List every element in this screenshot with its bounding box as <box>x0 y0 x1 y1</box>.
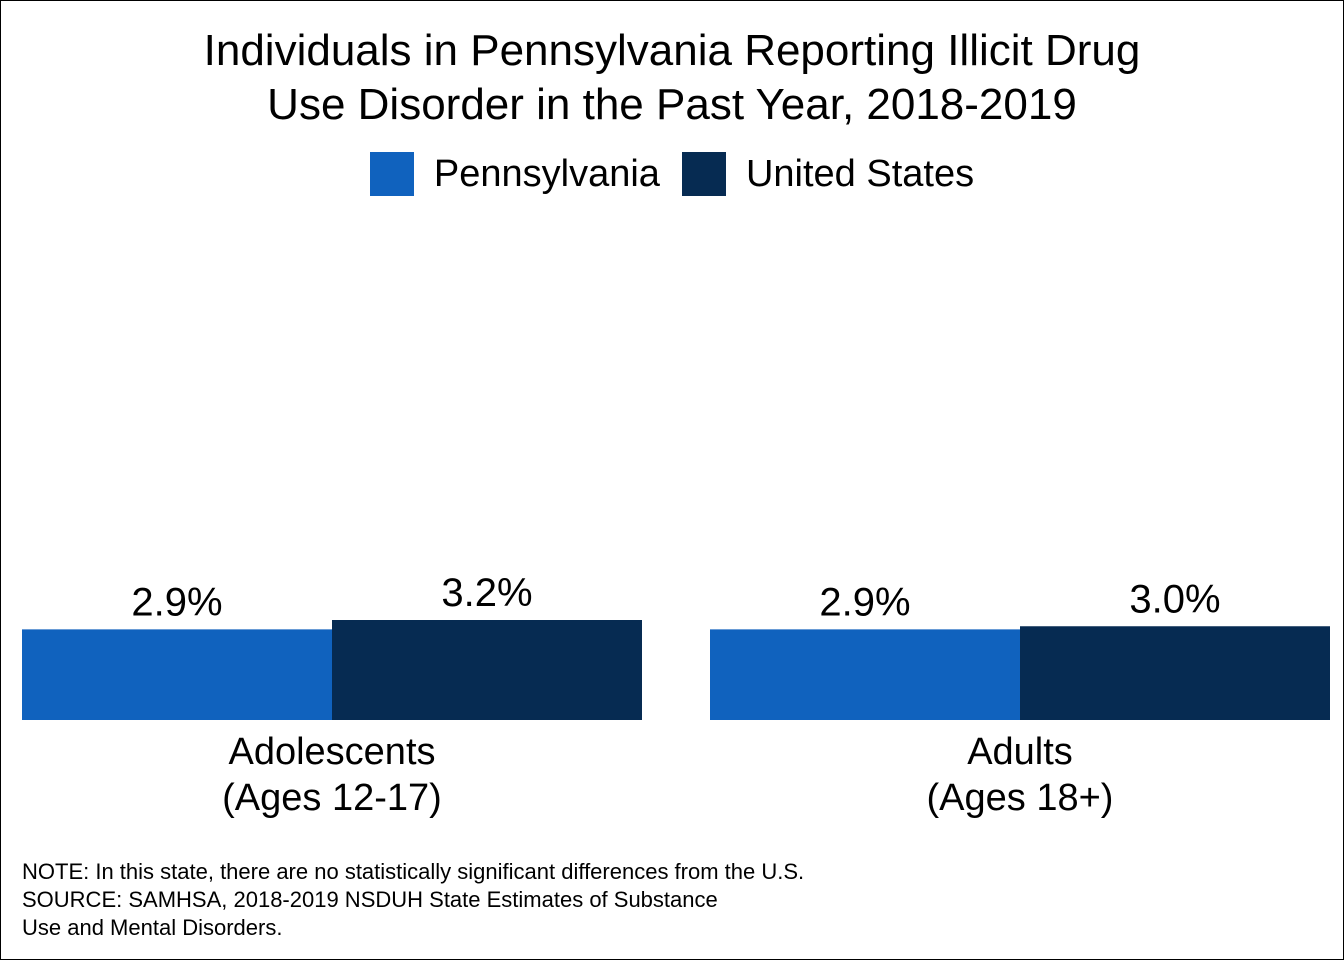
bar-pennsylvania-1 <box>710 629 1020 720</box>
category-label-1-line-1: (Ages 18+) <box>927 777 1114 819</box>
legend-item-pennsylvania: Pennsylvania <box>369 152 660 196</box>
category-label-1-line-0: Adults <box>967 731 1073 773</box>
value-label-united-states-1: 3.0% <box>1129 577 1220 621</box>
value-label-pennsylvania-1: 2.9% <box>819 580 910 624</box>
category-label-0-line-1: (Ages 12-17) <box>222 777 442 819</box>
legend-item-united-states: United States <box>681 152 975 196</box>
value-label-pennsylvania-0: 2.9% <box>131 580 222 624</box>
legend-label-united-states: United States <box>745 152 975 195</box>
legend-label-pennsylvania: Pennsylvania <box>433 152 660 195</box>
legend-swatch-pennsylvania <box>369 152 414 196</box>
chart-title: Individuals in Pennsylvania Reporting Il… <box>203 26 1141 129</box>
bar-united-states-0 <box>332 620 642 720</box>
bar-pennsylvania-0 <box>22 629 332 720</box>
bar-united-states-1 <box>1020 626 1330 720</box>
value-label-united-states-0: 3.2% <box>441 571 532 615</box>
chart-notes: NOTE: In this state, there are no statis… <box>22 859 805 940</box>
chart-legend: Pennsylvania United States <box>0 152 1344 196</box>
legend-swatch-united-states <box>681 152 726 196</box>
category-label-0-line-0: Adolescents <box>228 731 435 773</box>
